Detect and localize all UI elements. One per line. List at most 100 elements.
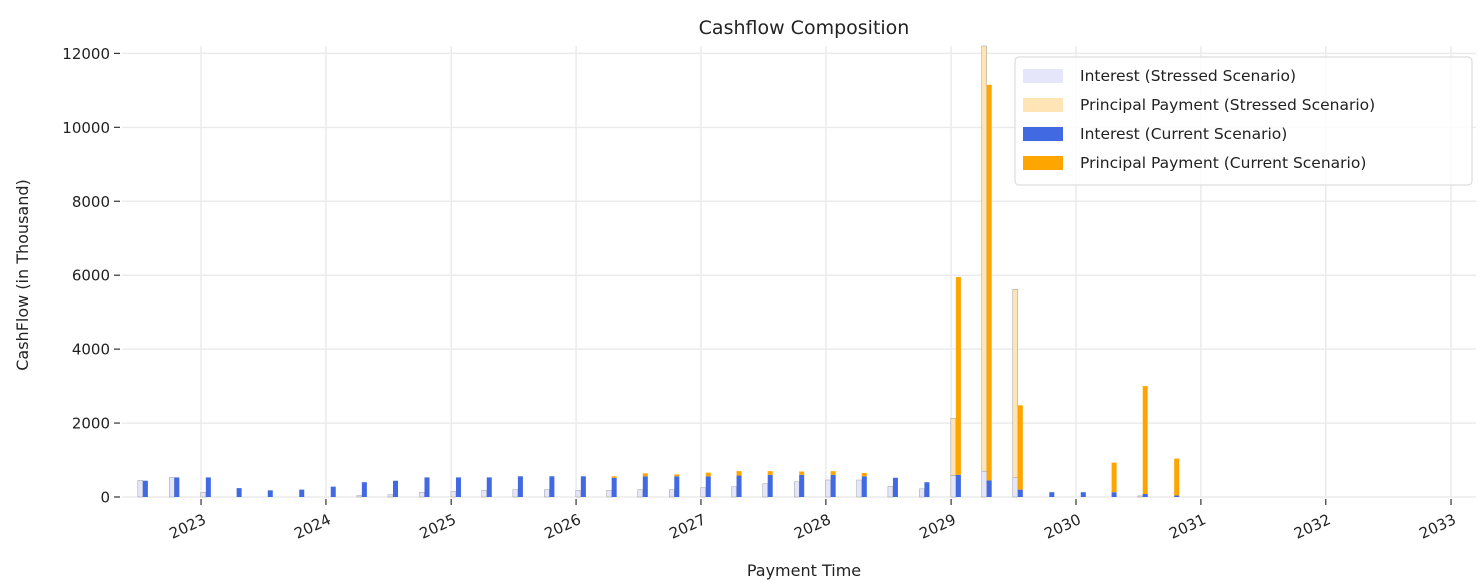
bar-interest-current-scenario	[1049, 492, 1055, 497]
bar-interest-stressed-scenario	[387, 494, 394, 498]
bar-principal-payment-current-scenario	[1111, 462, 1117, 493]
bar-interest-current-scenario	[517, 476, 523, 497]
bar-interest-current-scenario	[549, 476, 555, 497]
bar-interest-stressed-scenario	[637, 489, 643, 498]
bar-interest-current-scenario	[830, 474, 836, 497]
legend-swatch	[1023, 69, 1063, 83]
legend-label: Interest (Current Scenario)	[1080, 125, 1287, 143]
bar-interest-current-scenario	[1017, 489, 1023, 497]
bar-interest-current-scenario	[1142, 494, 1148, 497]
bar-interest-stressed-scenario	[512, 489, 519, 498]
legend-frame	[1014, 56, 1473, 186]
bar-interest-current-scenario	[393, 480, 399, 497]
legend-label: Principal Payment (Current Scenario)	[1080, 154, 1366, 172]
x-tick-label: 2027	[666, 510, 708, 542]
bar-interest-current-scenario	[1080, 492, 1086, 497]
bar-interest-stressed-scenario	[169, 477, 175, 498]
bar-interest-stressed-scenario	[950, 475, 957, 498]
bar-interest-current-scenario	[955, 474, 961, 497]
legend-label: Principal Payment (Stressed Scenario)	[1080, 96, 1375, 114]
bar-interest-current-scenario	[1174, 495, 1180, 497]
bar-interest-stressed-scenario	[1137, 495, 1143, 498]
bar-interest-current-scenario	[705, 476, 711, 497]
bar-interest-current-scenario	[736, 475, 742, 497]
bar-interest-stressed-scenario	[981, 470, 987, 498]
bar-interest-current-scenario	[205, 477, 211, 497]
bar-interest-stressed-scenario	[450, 491, 457, 498]
bar-interest-current-scenario	[924, 482, 930, 497]
bar-interest-current-scenario	[674, 476, 680, 497]
x-tick-label: 2031	[1166, 510, 1208, 542]
legend-swatch	[1023, 98, 1063, 112]
x-tick-label: 2028	[791, 510, 833, 542]
bar-interest-current-scenario	[361, 482, 367, 497]
bar-interest-stressed-scenario	[856, 479, 862, 498]
bar-interest-current-scenario	[330, 486, 336, 497]
x-tick-label: 2023	[167, 510, 209, 542]
x-tick-label: 2029	[917, 510, 959, 542]
bar-interest-current-scenario	[455, 477, 461, 497]
bar-interest-stressed-scenario	[1012, 477, 1019, 498]
bar-interest-current-scenario	[986, 480, 992, 497]
bar-interest-current-scenario	[767, 474, 773, 497]
bar-interest-stressed-scenario	[606, 490, 612, 498]
y-tick-label: 4000	[72, 341, 110, 359]
y-axis-title: CashFlow (in Thousand)	[13, 179, 32, 371]
bar-interest-current-scenario	[142, 480, 148, 497]
bar-interest-stressed-scenario	[481, 490, 487, 498]
bar-interest-current-scenario	[236, 488, 242, 497]
bar-principal-payment-current-scenario	[736, 471, 742, 476]
bar-interest-stressed-scenario	[731, 486, 737, 498]
bar-principal-payment-stressed-scenario	[981, 45, 987, 472]
bar-interest-stressed-scenario	[137, 480, 144, 498]
bar-principal-payment-current-scenario	[986, 84, 992, 481]
bar-interest-stressed-scenario	[419, 491, 425, 498]
y-tick-label: 8000	[72, 193, 110, 211]
y-tick-label: 6000	[72, 267, 110, 285]
legend-swatch	[1023, 156, 1063, 170]
bar-interest-stressed-scenario	[544, 489, 550, 498]
bar-principal-payment-current-scenario	[1174, 458, 1180, 496]
bars	[137, 45, 1180, 498]
bar-interest-stressed-scenario	[887, 486, 894, 498]
bar-interest-current-scenario	[611, 477, 617, 497]
x-tick-label: 2030	[1041, 510, 1083, 542]
y-tick-label: 10000	[62, 119, 110, 137]
bar-principal-payment-current-scenario	[1142, 386, 1148, 495]
bar-principal-payment-current-scenario	[799, 471, 805, 475]
bar-principal-payment-stressed-scenario	[950, 418, 957, 476]
bar-interest-current-scenario	[424, 477, 430, 497]
legend: Interest (Stressed Scenario) Principal Pa…	[1014, 56, 1473, 186]
bar-interest-current-scenario	[174, 477, 180, 497]
legend-swatch	[1023, 127, 1063, 141]
bar-interest-current-scenario	[486, 477, 492, 497]
bar-principal-payment-current-scenario	[767, 471, 773, 475]
bar-principal-payment-current-scenario	[642, 473, 648, 477]
x-tick-label: 2025	[417, 510, 459, 542]
bar-principal-payment-current-scenario	[674, 474, 680, 477]
bar-interest-stressed-scenario	[669, 489, 675, 498]
x-tick-label: 2026	[542, 510, 584, 542]
bar-interest-stressed-scenario	[762, 483, 768, 498]
chart-title: Cashflow Composition	[699, 17, 910, 39]
bar-interest-stressed-scenario	[825, 479, 831, 498]
bar-interest-current-scenario	[267, 490, 273, 497]
bar-interest-current-scenario	[799, 474, 805, 497]
y-tick-label: 2000	[72, 415, 110, 433]
bar-interest-stressed-scenario	[700, 487, 706, 498]
bar-principal-payment-stressed-scenario	[1012, 289, 1019, 478]
bar-principal-payment-current-scenario	[1017, 405, 1023, 490]
bar-interest-stressed-scenario	[575, 490, 582, 498]
bar-interest-stressed-scenario	[200, 491, 207, 498]
legend-label: Interest (Stressed Scenario)	[1080, 67, 1296, 85]
bar-principal-payment-current-scenario	[830, 471, 836, 475]
bar-principal-payment-current-scenario	[955, 277, 961, 475]
bar-principal-payment-current-scenario	[611, 476, 617, 478]
bar-principal-payment-current-scenario	[705, 472, 711, 477]
bar-interest-stressed-scenario	[356, 495, 363, 498]
bar-interest-stressed-scenario	[919, 488, 925, 498]
bar-interest-stressed-scenario	[793, 481, 800, 498]
bar-principal-payment-current-scenario	[861, 472, 867, 477]
bar-interest-current-scenario	[892, 477, 898, 497]
